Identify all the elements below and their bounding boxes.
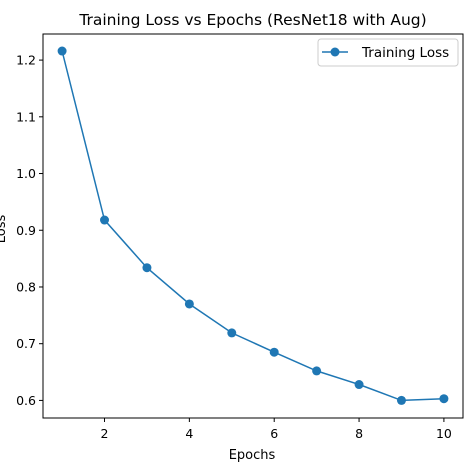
- data-point: [269, 347, 279, 357]
- data-point: [184, 299, 194, 309]
- data-point: [57, 46, 67, 56]
- series-layer: [57, 46, 449, 405]
- data-point: [354, 380, 364, 390]
- y-tick-label: 1.1: [16, 109, 36, 124]
- x-tick-label: 2: [101, 426, 109, 441]
- plot-area: [42, 33, 464, 419]
- x-axis-label: Epochs: [229, 448, 276, 463]
- y-tick-label: 1.2: [16, 53, 36, 68]
- y-axis: 0.6 0.7 0.8 0.9 1.0 1.1 1.2: [16, 53, 43, 408]
- y-tick-label: 0.9: [16, 223, 36, 238]
- data-point: [100, 215, 110, 225]
- y-tick-label: 0.6: [16, 393, 36, 408]
- data-point: [396, 395, 406, 405]
- y-tick-label: 0.7: [16, 336, 36, 351]
- legend-marker-sample: [330, 47, 340, 57]
- data-point: [439, 394, 449, 404]
- x-tick-label: 6: [270, 426, 278, 441]
- x-tick-label: 10: [436, 426, 452, 441]
- data-point: [227, 328, 237, 338]
- chart-title: Training Loss vs Epochs (ResNet18 with A…: [78, 11, 426, 29]
- data-point: [142, 263, 152, 273]
- legend: Training Loss: [317, 38, 459, 67]
- plot-frame: [42, 33, 464, 419]
- x-axis: 2 4 6 8 10: [101, 418, 452, 441]
- data-point: [312, 366, 322, 376]
- legend-label: Training Loss: [361, 45, 449, 61]
- y-tick-label: 0.8: [16, 279, 36, 294]
- legend-box: [317, 38, 459, 67]
- x-tick-label: 8: [355, 426, 363, 441]
- y-tick-label: 1.0: [16, 166, 36, 181]
- y-axis-label: Loss: [0, 215, 9, 244]
- series-line: [61, 50, 444, 402]
- x-tick-label: 4: [185, 426, 193, 441]
